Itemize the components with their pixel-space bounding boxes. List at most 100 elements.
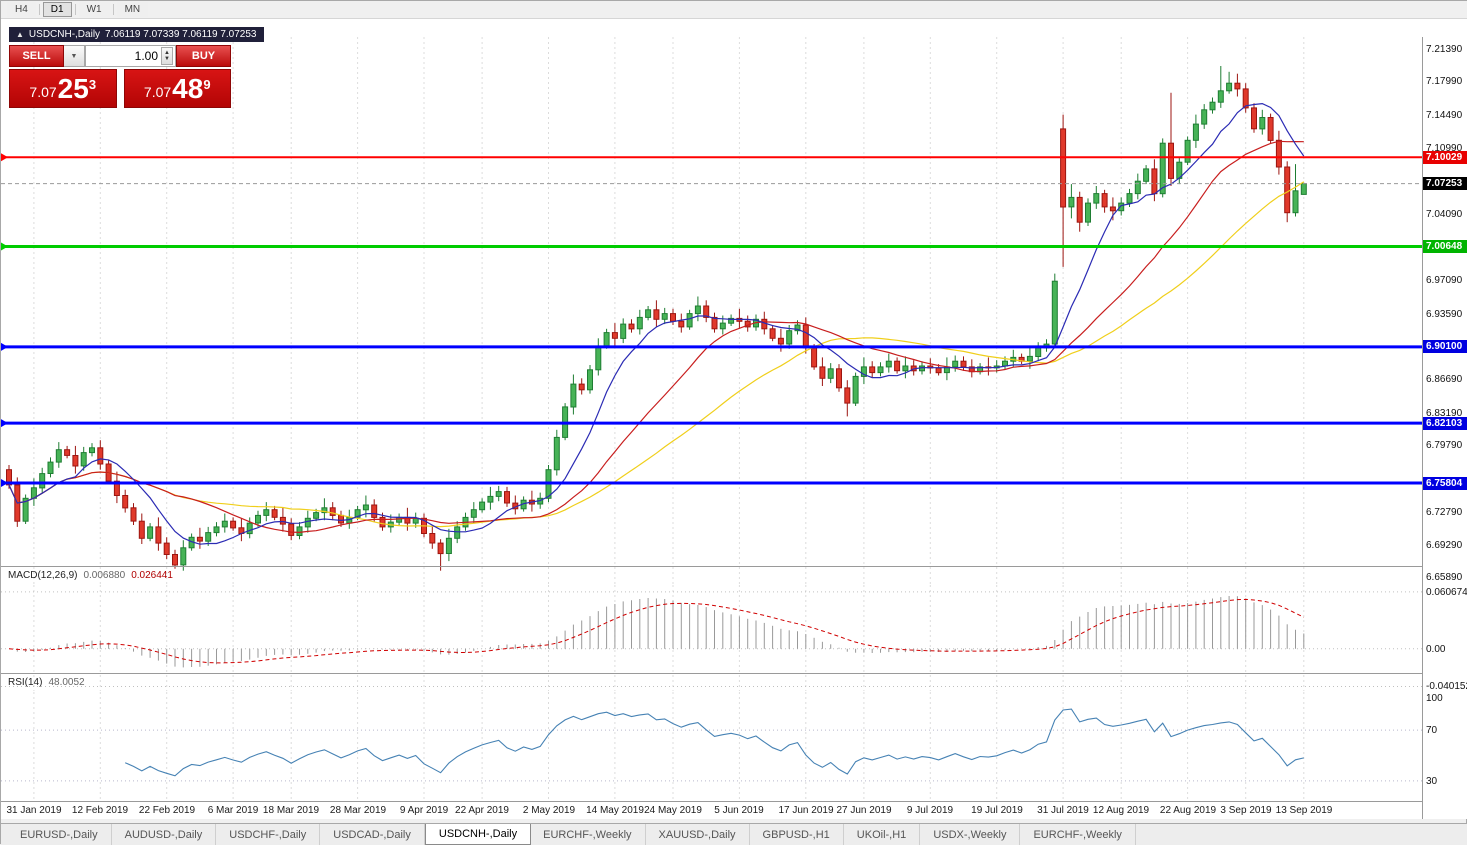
price-level-badge: 6.90100 (1423, 340, 1467, 353)
pane-separator-rsi[interactable] (1, 673, 1467, 674)
chart-tab-eurchf-weekly[interactable]: EURCHF-,Weekly (530, 824, 646, 845)
date-axis-label: 28 Mar 2019 (329, 805, 387, 816)
date-axis-label: 22 Feb 2019 (138, 805, 196, 816)
date-axis-label: 13 Sep 2019 (1275, 805, 1333, 816)
buy-price-button[interactable]: 7.07 48 9 (123, 69, 231, 108)
timeframe-button-w1[interactable]: W1 (78, 2, 110, 17)
timeframe-button-mn[interactable]: MN (116, 2, 149, 17)
rsi-axis-label: 30 (1426, 776, 1438, 787)
price-axis-label: 6.79790 (1426, 440, 1463, 451)
macd-main-value: 0.006880 (83, 570, 126, 581)
chart-tab-ukoil-h1[interactable]: UKOil-,H1 (844, 824, 921, 845)
price-scale: 7.21390 7.17990 7.14490 7.10990 7.04090 6.970… (1422, 37, 1467, 819)
buy-price-point: 9 (203, 77, 211, 92)
pane-separator-macd[interactable] (1, 566, 1467, 567)
rsi-label: RSI(14) 48.0052 (8, 677, 85, 688)
rsi-canvas[interactable] (1, 692, 1422, 819)
price-axis-label: 7.21390 (1426, 44, 1463, 55)
date-axis-label: 22 Apr 2019 (455, 805, 509, 816)
price-axis-label: 6.86690 (1426, 374, 1463, 385)
volume-value: 1.00 (134, 49, 158, 63)
chart-tab-usdcnh-daily[interactable]: USDCNH-,Daily (424, 824, 532, 845)
price-axis-label: 7.04090 (1426, 209, 1463, 220)
sell-price-button[interactable]: 7.07 25 3 (9, 69, 117, 108)
chart-title: USDCNH-,Daily (28, 29, 101, 40)
symbol-marker-icon: ▲ (16, 30, 24, 39)
volume-spinner[interactable]: ▲ ▼ (161, 47, 173, 65)
price-level-badge: 7.00648 (1423, 240, 1467, 253)
macd-axis-label: 0.00 (1426, 644, 1446, 655)
date-axis-label: 5 Jun 2019 (714, 805, 764, 816)
chart-tab-bar: EURUSD-,Daily AUDUSD-,Daily USDCHF-,Daily U… (1, 823, 1467, 845)
chart-ohlc-values: 7.06119 7.07339 7.06119 7.07253 (105, 29, 257, 40)
chart-tab-eurusd-daily[interactable]: EURUSD-,Daily (7, 824, 112, 845)
chart-tab-audusd-daily[interactable]: AUDUSD-,Daily (112, 824, 217, 845)
one-click-trading-panel: SELL ▼ 1.00 ▲ ▼ BUY 7.07 25 3 7.07 48 9 (9, 45, 231, 108)
price-axis-label: 6.93590 (1426, 309, 1463, 320)
price-level-badge: 6.75804 (1423, 477, 1467, 490)
price-axis-label: 6.69290 (1426, 540, 1463, 551)
date-axis-label: 2 May 2019 (522, 805, 576, 816)
date-axis-label: 18 Mar 2019 (262, 805, 320, 816)
timeframe-button-d1[interactable]: D1 (42, 2, 72, 17)
price-axis-label: 6.83190 (1426, 408, 1463, 419)
buy-price-big-figure: 7.07 (143, 84, 172, 100)
chart-tab-gbpusd-h1[interactable]: GBPUSD-,H1 (750, 824, 844, 845)
price-level-badge: 7.07253 (1423, 177, 1467, 190)
macd-canvas[interactable] (1, 585, 1422, 691)
date-axis-label: 6 Mar 2019 (207, 805, 259, 816)
price-axis-label: 6.97090 (1426, 275, 1463, 286)
price-level-badge: 7.10029 (1423, 151, 1467, 164)
date-axis-label: 9 Apr 2019 (399, 805, 449, 816)
price-axis-label: 7.17990 (1426, 76, 1463, 87)
chart-tab-xauusd-daily[interactable]: XAUUSD-,Daily (646, 824, 750, 845)
macd-signal-value: 0.026441 (131, 570, 173, 581)
chart-tab-usdcad-daily[interactable]: USDCAD-,Daily (320, 824, 425, 845)
main-chart-canvas[interactable] (1, 37, 1422, 584)
date-axis-label: 27 Jun 2019 (836, 805, 892, 816)
price-axis-label: 7.10990 (1426, 143, 1463, 154)
rsi-axis-label: 70 (1426, 725, 1438, 736)
sell-button[interactable]: SELL (9, 45, 64, 67)
date-axis-label: 22 Aug 2019 (1159, 805, 1217, 816)
rsi-axis-label: 100 (1426, 693, 1443, 704)
chevron-down-icon: ▼ (70, 52, 78, 60)
sell-price-big-figure: 7.07 (29, 84, 57, 100)
date-axis-label: 9 Jul 2019 (906, 805, 954, 816)
macd-name: MACD(12,26,9) (8, 570, 78, 581)
volume-dropdown[interactable]: ▼ (64, 45, 85, 67)
volume-input[interactable]: 1.00 ▲ ▼ (85, 45, 176, 67)
rsi-name: RSI(14) (8, 677, 43, 688)
price-level-badge: 6.82103 (1423, 417, 1467, 430)
chart-tab-usdchf-daily[interactable]: USDCHF-,Daily (216, 824, 321, 845)
macd-label: MACD(12,26,9) 0.006880 0.026441 (8, 570, 173, 581)
sell-price-pips: 25 (57, 73, 89, 104)
buy-button[interactable]: BUY (176, 45, 231, 67)
price-axis-label: 6.65890 (1426, 572, 1463, 583)
timeframe-button-h4[interactable]: H4 (7, 2, 36, 17)
chart-title-bar: ▲ USDCNH-,Daily 7.06119 7.07339 7.06119 … (9, 27, 264, 42)
buy-price-pips: 48 (172, 73, 204, 104)
date-axis-label: 12 Aug 2019 (1092, 805, 1150, 816)
toolbar-separator (74, 4, 76, 15)
toolbar-separator (38, 4, 40, 15)
date-axis-label: 12 Feb 2019 (71, 805, 129, 816)
date-axis-label: 24 May 2019 (644, 805, 702, 816)
price-axis-label: 7.14490 (1426, 110, 1463, 121)
date-axis-label: 31 Jul 2019 (1037, 805, 1089, 816)
chart-tab-eurchf-weekly[interactable]: EURCHF-,Weekly (1020, 824, 1136, 845)
chart-tab-usdx-weekly[interactable]: USDX-,Weekly (920, 824, 1021, 845)
sell-price-point: 3 (88, 77, 97, 92)
spin-down-icon[interactable]: ▼ (164, 56, 170, 62)
date-axis-label: 3 Sep 2019 (1220, 805, 1272, 816)
macd-axis-label: -0.040152 (1426, 681, 1467, 692)
chart-window: 7.21390 7.17990 7.14490 7.10990 7.04090 6.970… (1, 19, 1467, 819)
spin-up-icon[interactable]: ▲ (164, 50, 170, 56)
date-axis-label: 14 May 2019 (586, 805, 644, 816)
macd-axis-label: 0.060674 (1426, 587, 1467, 598)
timeframe-toolbar: H4 D1 W1 MN (1, 1, 1467, 19)
time-scale: 31 Jan 2019 12 Feb 2019 22 Feb 2019 6 Mar 2… (1, 802, 1467, 819)
toolbar-separator (112, 4, 114, 15)
date-axis-label: 17 Jun 2019 (778, 805, 834, 816)
